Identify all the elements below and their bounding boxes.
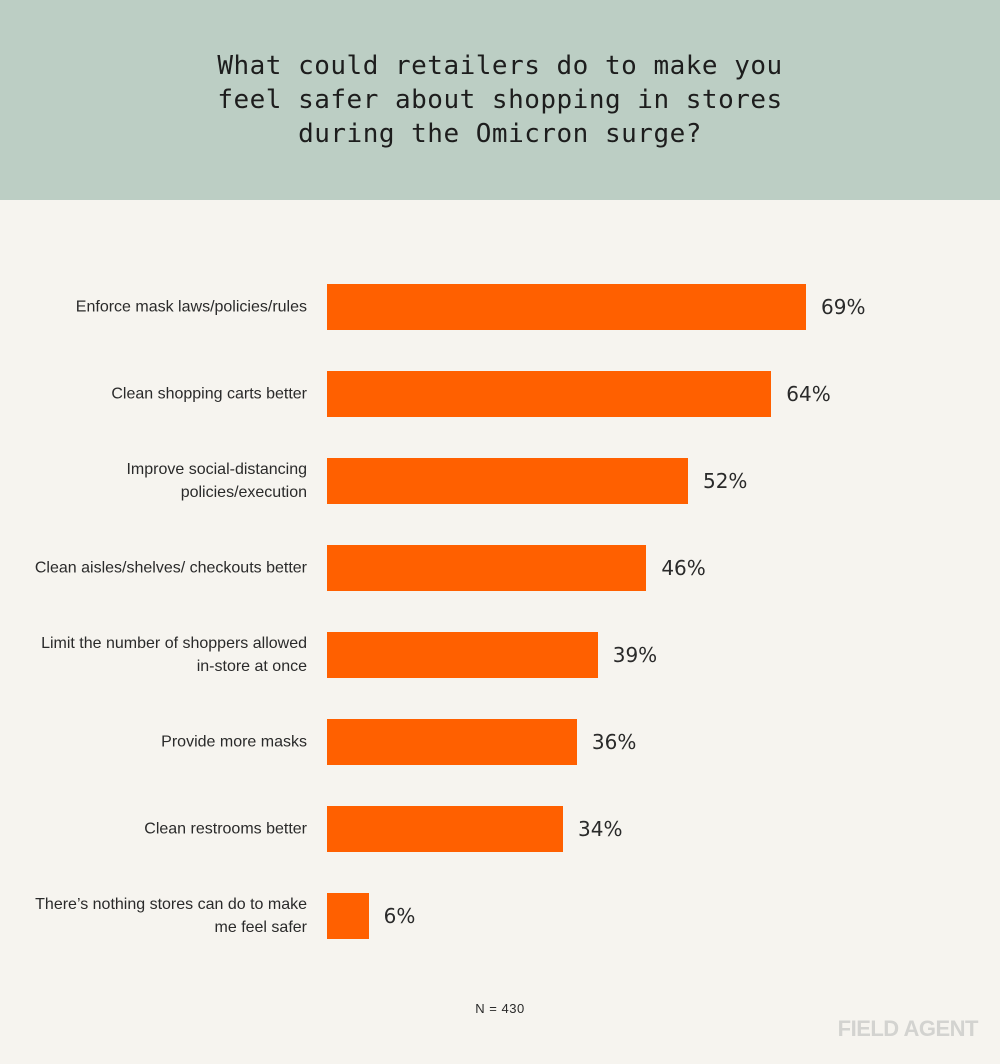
bar: [327, 371, 772, 417]
value-label: 69%: [821, 295, 866, 319]
bar: [327, 545, 647, 591]
category-label: Clean restrooms better: [144, 820, 307, 838]
sample-size-note: N = 430: [475, 1001, 525, 1016]
bar-chart: Enforce mask laws/policies/rules 69% Clean…: [0, 200, 1000, 980]
value-label: 39%: [612, 643, 658, 667]
value-label: 64%: [786, 382, 831, 406]
field-agent-logo: FIELD AGENT: [837, 1016, 979, 1041]
bar: [327, 632, 598, 678]
category-label: Provide more masks: [161, 733, 307, 751]
value-label: 36%: [591, 730, 637, 754]
category-label: Clean aisles/shelves/ checkouts better: [34, 559, 307, 577]
value-label: 46%: [661, 556, 706, 580]
bar: [327, 893, 369, 939]
category-label: Improve social-distancing policies/execu…: [126, 461, 307, 501]
category-label: Limit the number of shoppers allowed in-…: [41, 635, 307, 675]
bar: [327, 806, 564, 852]
value-label: 52%: [702, 469, 748, 493]
chart-header: What could retailers do to make you feel…: [0, 0, 1000, 200]
chart-title: What could retailers do to make you feel…: [217, 51, 783, 149]
bar: [327, 458, 688, 504]
value-label: 6%: [383, 904, 416, 928]
bar: [327, 719, 577, 765]
value-label: 34%: [578, 817, 623, 841]
category-label: Enforce mask laws/policies/rules: [75, 298, 307, 316]
bar: [327, 284, 806, 330]
category-label: Clean shopping carts better: [111, 385, 307, 403]
category-label: There’s nothing stores can do to make me…: [35, 896, 307, 936]
